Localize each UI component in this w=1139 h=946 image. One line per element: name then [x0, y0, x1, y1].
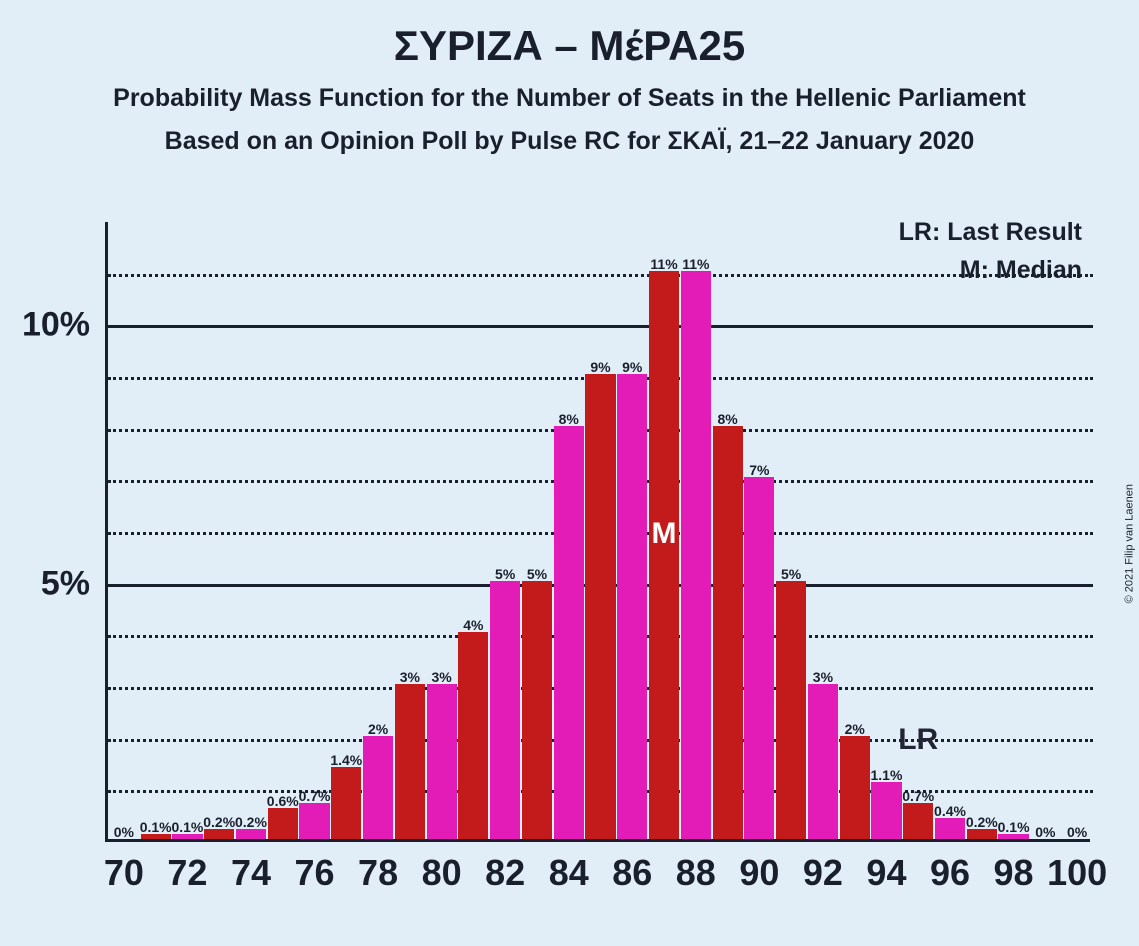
x-axis-label: 76 [295, 852, 335, 894]
bar-seat-76 [299, 803, 329, 839]
bar-value-label: 1.1% [870, 767, 902, 783]
bar-seat-87 [649, 271, 679, 839]
bar-value-label: 9% [590, 359, 610, 375]
bar-value-label: 0.2% [966, 814, 998, 830]
bar-seat-77 [331, 767, 361, 839]
last-result-marker: LR [898, 723, 938, 757]
x-axis-label: 78 [358, 852, 398, 894]
bar-seat-91 [776, 581, 806, 839]
bar-value-label: 5% [495, 566, 515, 582]
bar-seat-89 [713, 426, 743, 839]
plot-region: 5%10%0%0.1%0.1%0.2%0.2%0.6%0.7%1.4%2%3%3… [105, 222, 1090, 842]
bar-seat-84 [554, 426, 584, 839]
bar-seat-75 [268, 808, 298, 839]
bar-seat-93 [840, 736, 870, 839]
x-axis-label: 90 [739, 852, 779, 894]
bar-value-label: 2% [368, 721, 388, 737]
bar-value-label: 0.2% [203, 814, 235, 830]
bar-value-label: 9% [622, 359, 642, 375]
x-axis-label: 96 [930, 852, 970, 894]
bar-seat-88 [681, 271, 711, 839]
x-axis-label: 70 [104, 852, 144, 894]
bar-seat-92 [808, 684, 838, 839]
bar-value-label: 0.1% [140, 819, 172, 835]
gridline-major [108, 325, 1093, 328]
bar-value-label: 0% [1035, 824, 1055, 840]
subtitle-2: Based on an Opinion Poll by Pulse RC for… [0, 127, 1139, 156]
bar-value-label: 3% [400, 669, 420, 685]
bar-seat-81 [458, 632, 488, 839]
bar-value-label: 3% [813, 669, 833, 685]
bar-seat-74 [236, 829, 266, 839]
bar-seat-90 [744, 477, 774, 839]
bar-value-label: 7% [749, 462, 769, 478]
x-axis-label: 88 [676, 852, 716, 894]
x-axis-label: 98 [994, 852, 1034, 894]
bar-value-label: 5% [781, 566, 801, 582]
bar-value-label: 8% [559, 411, 579, 427]
x-axis-label: 80 [422, 852, 462, 894]
gridline-minor [108, 274, 1093, 277]
bar-value-label: 0.4% [934, 803, 966, 819]
bar-seat-95 [903, 803, 933, 839]
bar-seat-80 [427, 684, 457, 839]
bar-value-label: 2% [845, 721, 865, 737]
bar-value-label: 11% [650, 256, 677, 272]
x-axis-label: 82 [485, 852, 525, 894]
bar-value-label: 1.4% [330, 752, 362, 768]
bar-value-label: 5% [527, 566, 547, 582]
y-axis-label: 5% [41, 564, 90, 603]
x-axis-label: 84 [549, 852, 589, 894]
x-axis-label: 86 [612, 852, 652, 894]
bar-seat-96 [935, 818, 965, 839]
bar-value-label: 0.2% [235, 814, 267, 830]
bar-value-label: 0% [1067, 824, 1087, 840]
bar-seat-86 [617, 374, 647, 839]
chart-area: LR: Last Result M: Median 5%10%0%0.1%0.1… [105, 222, 1090, 842]
bar-seat-85 [585, 374, 615, 839]
bar-value-label: 0.6% [267, 793, 299, 809]
x-axis-label: 94 [866, 852, 906, 894]
bar-value-label: 8% [717, 411, 737, 427]
subtitle-1: Probability Mass Function for the Number… [0, 84, 1139, 113]
bar-seat-97 [967, 829, 997, 839]
x-axis-label: 72 [167, 852, 207, 894]
bar-seat-73 [204, 829, 234, 839]
bar-seat-82 [490, 581, 520, 839]
bar-value-label: 0.1% [171, 819, 203, 835]
bar-seat-94 [871, 782, 901, 839]
x-axis-label: 74 [231, 852, 271, 894]
median-marker: M [652, 517, 677, 551]
bar-value-label: 4% [463, 617, 483, 633]
bar-seat-83 [522, 581, 552, 839]
bar-seat-79 [395, 684, 425, 839]
x-axis-label: 92 [803, 852, 843, 894]
bar-value-label: 0% [114, 824, 134, 840]
y-axis-label: 10% [22, 306, 90, 345]
bar-seat-78 [363, 736, 393, 839]
bar-value-label: 0.1% [998, 819, 1030, 835]
x-axis-label: 100 [1047, 852, 1107, 894]
bar-value-label: 0.7% [299, 788, 331, 804]
bar-value-label: 3% [432, 669, 452, 685]
bar-value-label: 0.7% [902, 788, 934, 804]
copyright-label: © 2021 Filip van Laenen [1123, 484, 1135, 603]
main-title: ΣΥΡΙΖΑ – ΜέΡΑ25 [0, 22, 1139, 70]
bar-value-label: 11% [682, 256, 709, 272]
